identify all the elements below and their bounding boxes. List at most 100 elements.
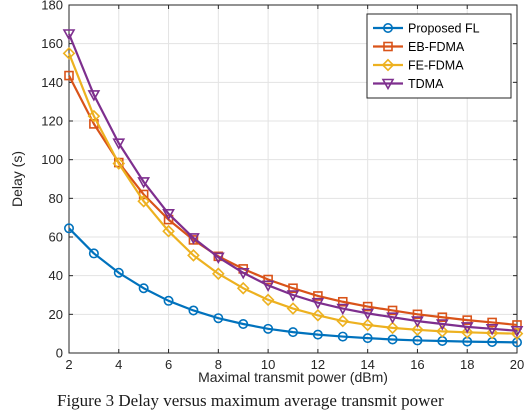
legend-entry-tdma: TDMA — [373, 77, 444, 91]
axes-box — [68, 4, 518, 354]
proposed-fl-point — [263, 323, 274, 334]
proposed-fl-point — [238, 318, 249, 329]
eb-fdma-point — [487, 317, 497, 328]
eb-fdma-point — [288, 283, 298, 294]
y-tick-label: 0 — [56, 346, 63, 361]
fe-fdma-point — [137, 194, 150, 208]
eb-fdma-point — [263, 274, 273, 285]
legend-tdma-point — [381, 78, 395, 91]
eb-fdma-line — [68, 75, 518, 327]
tdma-point — [411, 316, 424, 328]
proposed-fl-point — [138, 283, 149, 294]
y-tick-label: 140 — [41, 75, 63, 90]
fe-fdma-point — [62, 47, 76, 60]
x-tick-label: 8 — [215, 357, 222, 372]
eb-fdma-point — [313, 291, 323, 301]
fe-fdma-point — [87, 109, 101, 123]
x-tick-label: 2 — [65, 357, 72, 372]
fe-fdma-point — [336, 314, 350, 328]
fe-fdma-point — [361, 318, 374, 332]
tdma-point — [361, 308, 375, 321]
fe-fdma-point — [261, 293, 275, 307]
eb-fdma-point — [387, 305, 398, 316]
fe-fdma-point — [162, 224, 175, 238]
tdma-point — [162, 209, 175, 221]
series-fe-fdma — [62, 47, 524, 340]
y-tick-label: 100 — [41, 152, 63, 167]
tdma-point — [386, 312, 399, 324]
x-tick-label: 10 — [261, 357, 275, 372]
series-tdma — [62, 29, 524, 338]
proposed-fl-point — [312, 329, 323, 340]
tdma-point — [112, 138, 126, 150]
axis-layer: 2 4 6 8 10 12 14 16 18 20 0 20 40 60 80 100 120 140 160 180 — [41, 0, 524, 372]
tdma-point — [137, 177, 151, 189]
x-tick-label: 4 — [115, 357, 122, 372]
x-axis-label: Maximal transmit power (dBm) — [198, 369, 388, 385]
proposed-fl-point — [287, 327, 298, 338]
fe-fdma-point — [460, 325, 474, 339]
tdma-point — [62, 29, 76, 41]
y-tick-label: 60 — [49, 230, 63, 245]
proposed-fl-line — [68, 227, 518, 344]
legend-fe-fdma-point — [381, 58, 395, 72]
x-tick-label: 6 — [165, 357, 172, 372]
legend-label: TDMA — [408, 77, 444, 91]
fe-fdma-point — [510, 327, 524, 340]
legend-entry-eb-fdma: EB-FDMA — [373, 40, 465, 54]
legend-proposed-fl-point — [382, 22, 393, 33]
fe-fdma-point — [436, 325, 449, 338]
tdma-point — [286, 290, 300, 302]
eb-fdma-point — [337, 296, 348, 307]
proposed-fl-point — [163, 295, 174, 306]
y-tick-label: 120 — [41, 114, 63, 129]
tdma-point — [211, 252, 225, 264]
legend: Proposed FL EB-FDMA FE-FDMA TDMA — [366, 13, 512, 99]
eb-fdma-point — [64, 70, 74, 81]
proposed-fl-point — [64, 223, 75, 234]
fe-fdma-point — [386, 321, 399, 335]
eb-fdma-point — [412, 309, 423, 320]
tdma-point — [311, 297, 325, 310]
proposed-fl-point — [88, 248, 99, 259]
fe-fdma-point — [187, 249, 200, 262]
proposed-fl-point — [188, 305, 199, 316]
fe-fdma-point — [286, 302, 300, 315]
tdma-point — [485, 324, 499, 336]
tdma-point — [87, 90, 101, 102]
proposed-fl-point — [213, 313, 224, 324]
proposed-fl-point — [362, 333, 373, 344]
legend-label: Proposed FL — [408, 22, 480, 36]
tdma-line — [67, 33, 518, 332]
fe-fdma-point — [485, 326, 499, 340]
fe-fdma-point — [112, 157, 126, 170]
proposed-fl-point — [387, 334, 398, 345]
figure-caption: Figure 3 Delay versus maximum average tr… — [57, 391, 444, 410]
proposed-fl-point — [337, 331, 348, 342]
y-tick-label: 20 — [49, 307, 63, 322]
x-tick-label: 16 — [410, 357, 424, 372]
series-layer — [62, 29, 524, 348]
y-tick-label: 160 — [41, 36, 63, 51]
x-tick-label: 20 — [510, 357, 524, 372]
y-axis-label: Delay (s) — [9, 151, 25, 207]
x-tick-label: 14 — [360, 357, 374, 372]
eb-fdma-point — [462, 315, 473, 325]
fe-fdma-line — [67, 52, 518, 335]
x-tick-label: 18 — [460, 357, 474, 372]
fe-fdma-point — [411, 323, 424, 337]
legend-entry-proposed-fl: Proposed FL — [373, 22, 480, 36]
tdma-point — [261, 280, 275, 292]
legend-entry-fe-fdma: FE-FDMA — [373, 59, 464, 73]
proposed-fl-point — [412, 335, 423, 346]
legend-label: FE-FDMA — [408, 59, 464, 73]
y-tick-label: 80 — [49, 191, 63, 206]
tdma-point — [187, 233, 200, 245]
x-tick-label: 12 — [311, 357, 325, 372]
fe-fdma-point — [236, 281, 250, 295]
series-proposed-fl — [64, 223, 522, 348]
tdma-point — [336, 303, 350, 316]
legend-label: EB-FDMA — [408, 40, 465, 54]
legend-eb-fdma-point — [383, 41, 393, 52]
